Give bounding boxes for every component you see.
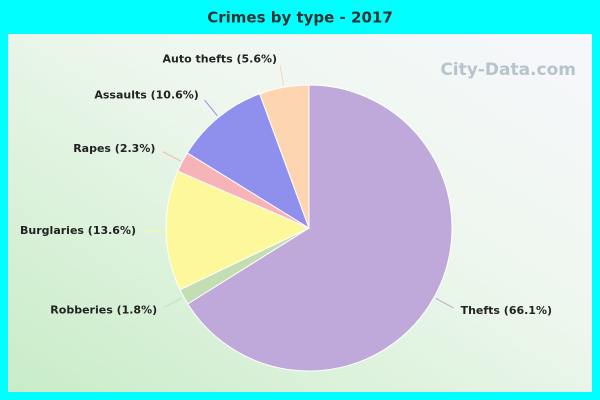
leader-line <box>164 297 183 308</box>
chart-title: Crimes by type - 2017 <box>207 9 393 27</box>
slice-label: Burglaries (13.6%) <box>20 224 136 237</box>
leader-line <box>162 151 181 162</box>
leader-line <box>279 65 285 86</box>
slice-label: Auto thefts (5.6%) <box>163 53 278 66</box>
leader-line <box>435 297 454 309</box>
pie-slice <box>187 84 453 372</box>
pie-slice <box>165 170 311 291</box>
leader-line <box>204 99 218 117</box>
pie-slice <box>186 93 310 230</box>
watermark: City-Data.com <box>440 60 576 80</box>
slice-label: Assaults (10.6%) <box>94 89 198 102</box>
slice-label: Robberies (1.8%) <box>50 303 157 316</box>
slice-label: Rapes (2.3%) <box>73 142 155 155</box>
slice-label: Thefts (66.1%) <box>461 304 552 317</box>
pie-slice <box>259 84 310 229</box>
